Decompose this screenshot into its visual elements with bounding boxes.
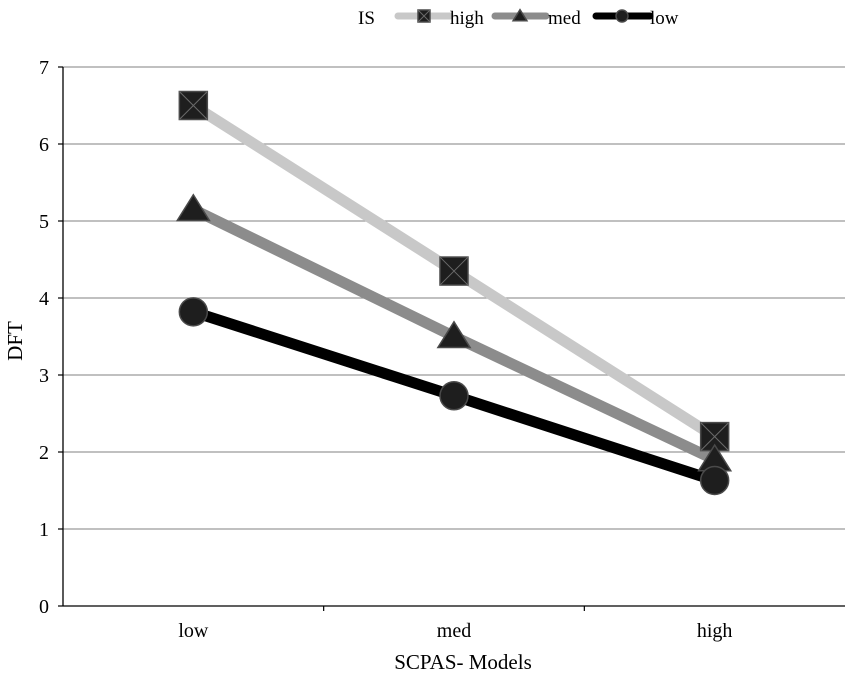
legend-item-low: low: [592, 8, 679, 29]
legend-title: IS: [358, 8, 375, 29]
y-axis-title: DFT: [3, 321, 27, 361]
legend-item-high: high: [394, 8, 484, 29]
x-tick-label: high: [697, 620, 733, 642]
y-tick-label: 0: [39, 596, 49, 618]
point-high-low: [178, 90, 209, 121]
x-tick-label: med: [437, 620, 471, 642]
y-tick-labels: 0 1 2 3 4 5 6 7: [39, 57, 49, 618]
legend: IS high med low: [358, 8, 679, 29]
y-tick-label: 5: [39, 211, 49, 233]
y-tick-label: 1: [39, 519, 49, 541]
point-low-high: [699, 465, 730, 496]
axes: [58, 66, 845, 611]
legend-marker-high: [417, 9, 431, 23]
y-tick-label: 7: [39, 57, 49, 79]
y-tick-label: 3: [39, 365, 49, 387]
x-tick-label: low: [178, 620, 209, 642]
point-low-low: [178, 297, 209, 327]
grid-lines: [63, 66, 845, 530]
y-tick-label: 4: [39, 288, 49, 310]
series-group: [175, 90, 733, 496]
legend-item-med: med: [491, 8, 581, 29]
legend-label-high: high: [450, 8, 484, 29]
x-tick-labels: low med high: [178, 620, 732, 642]
legend-marker-med: [511, 8, 529, 22]
point-med-low: [175, 193, 211, 222]
x-axis-title: SCPAS- Models: [394, 650, 532, 674]
legend-label-med: med: [548, 8, 581, 29]
point-low-med: [439, 381, 469, 411]
legend-label-low: low: [650, 8, 679, 29]
y-tick-label: 2: [39, 442, 49, 464]
y-tick-label: 6: [39, 134, 49, 156]
legend-marker-low: [615, 9, 629, 23]
point-med-med: [436, 320, 472, 349]
point-high-med: [439, 256, 469, 286]
